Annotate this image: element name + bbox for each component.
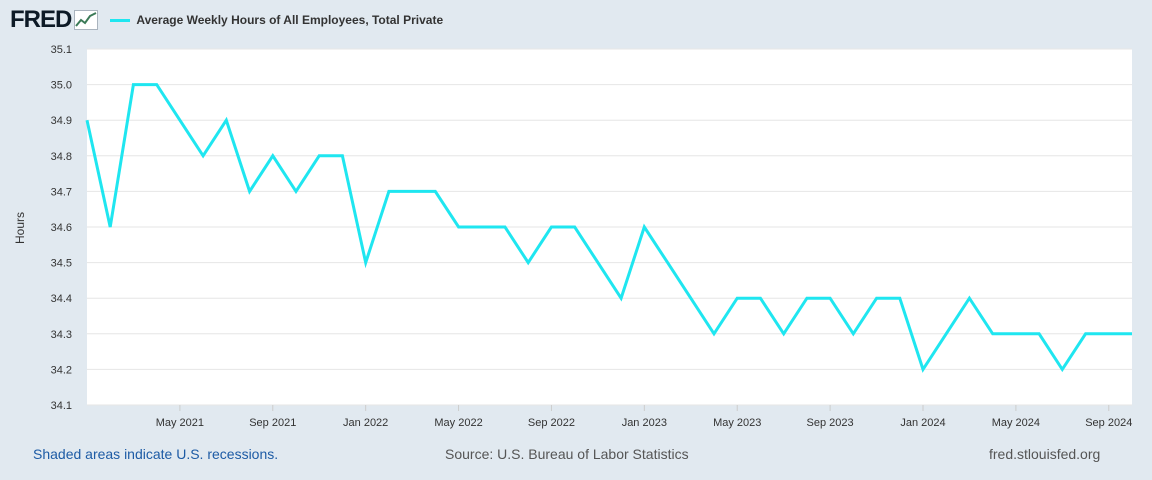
series-line: [85, 83, 1132, 373]
y-tick-label: 34.3: [51, 329, 72, 341]
y-tick-label: 34.6: [51, 222, 72, 234]
x-tick-label: Jan 2024: [900, 417, 945, 429]
legend-swatch: [110, 18, 131, 22]
y-tick-label: 35.1: [51, 44, 72, 56]
x-tick-label: May 2022: [434, 417, 482, 429]
fred-logo[interactable]: FRED: [10, 6, 72, 33]
source-note: Source: U.S. Bureau of Labor Statistics: [445, 446, 689, 462]
y-tick-label: 34.4: [51, 293, 72, 305]
x-tick-label: Jan 2023: [622, 417, 667, 429]
x-tick-label: Sep 2021: [249, 417, 296, 429]
trend-line-icon: [74, 10, 99, 30]
y-axis: 35.1 35.0 34.9 34.8 34.7 34.6 34.5 34.4 34.3 34.2…: [51, 44, 72, 412]
header: FRED Average Weekly Hours of All Employe…: [10, 6, 443, 34]
y-tick-label: 35.0: [51, 80, 72, 92]
legend-label: Average Weekly Hours of All Employees, T…: [136, 13, 444, 27]
x-axis: May 2021 Sep 2021 Jan 2022 May 2022 Sep 2022…: [156, 417, 1133, 429]
x-tick-marks: [179, 405, 1110, 411]
x-tick-label: Jan 2022: [343, 417, 388, 429]
x-tick-label: May 2024: [992, 417, 1040, 429]
recession-note[interactable]: Shaded areas indicate U.S. recessions.: [33, 446, 279, 462]
site-link[interactable]: fred.stlouisfed.org: [989, 446, 1101, 462]
y-tick-label: 34.9: [51, 115, 72, 127]
chart: 35.1 35.0 34.9 34.8 34.7 34.6 34.5 34.4 34.3 34.2…: [13, 44, 1133, 429]
x-tick-label: Sep 2022: [528, 417, 575, 429]
x-tick-label: May 2021: [156, 417, 204, 429]
y-axis-title: Hours: [13, 212, 27, 244]
y-tick-label: 34.2: [51, 364, 72, 376]
x-tick-label: Sep 2024: [1085, 417, 1132, 429]
y-tick-label: 34.7: [51, 186, 72, 198]
y-tick-label: 34.8: [51, 151, 72, 163]
legend: Average Weekly Hours of All Employees, T…: [110, 13, 443, 27]
grid-lines: [87, 48, 1132, 406]
x-tick-label: Sep 2023: [807, 417, 854, 429]
x-tick-label: May 2023: [713, 417, 761, 429]
y-tick-label: 34.1: [51, 400, 72, 412]
y-tick-label: 34.5: [51, 258, 72, 270]
